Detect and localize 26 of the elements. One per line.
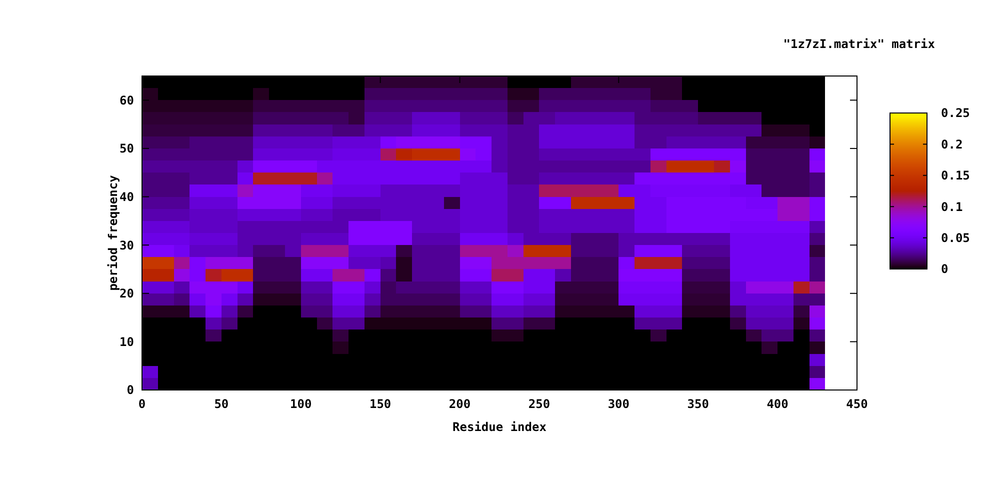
color-bar-label: 0.2 [941,137,963,152]
color-bar-label: 0.05 [941,231,970,245]
y-tick-label: 50 [120,142,134,156]
x-axis-title: Residue index [452,420,546,434]
x-tick-label: 100 [290,397,312,411]
y-tick-label: 60 [120,93,134,108]
color-bar-label: 0.25 [941,106,970,120]
x-tick-label: 0 [138,397,146,411]
x-tick-label: 150 [369,397,392,411]
x-tick-label: 250 [528,397,550,411]
x-tick-label: 50 [214,397,229,411]
x-tick-label: 300 [608,397,630,411]
y-tick-label: 40 [120,190,134,204]
x-tick-label: 400 [766,397,788,411]
x-tick-label: 200 [448,397,471,411]
x-tick-label: 350 [687,397,709,411]
y-tick-label: 20 [120,286,134,301]
color-bar-label: 0.1 [941,200,963,214]
y-tick-label: 10 [120,334,134,349]
color-bar-label: 0.15 [941,168,970,183]
x-tick-label: 450 [846,397,868,411]
chart-title: "1z7zI.matrix" matrix [783,37,935,51]
y-tick-label: 0 [126,383,134,398]
color-bar-label: 0 [941,262,948,276]
y-tick-label: 30 [120,238,134,252]
y-axis-title: period frequency [106,175,120,291]
